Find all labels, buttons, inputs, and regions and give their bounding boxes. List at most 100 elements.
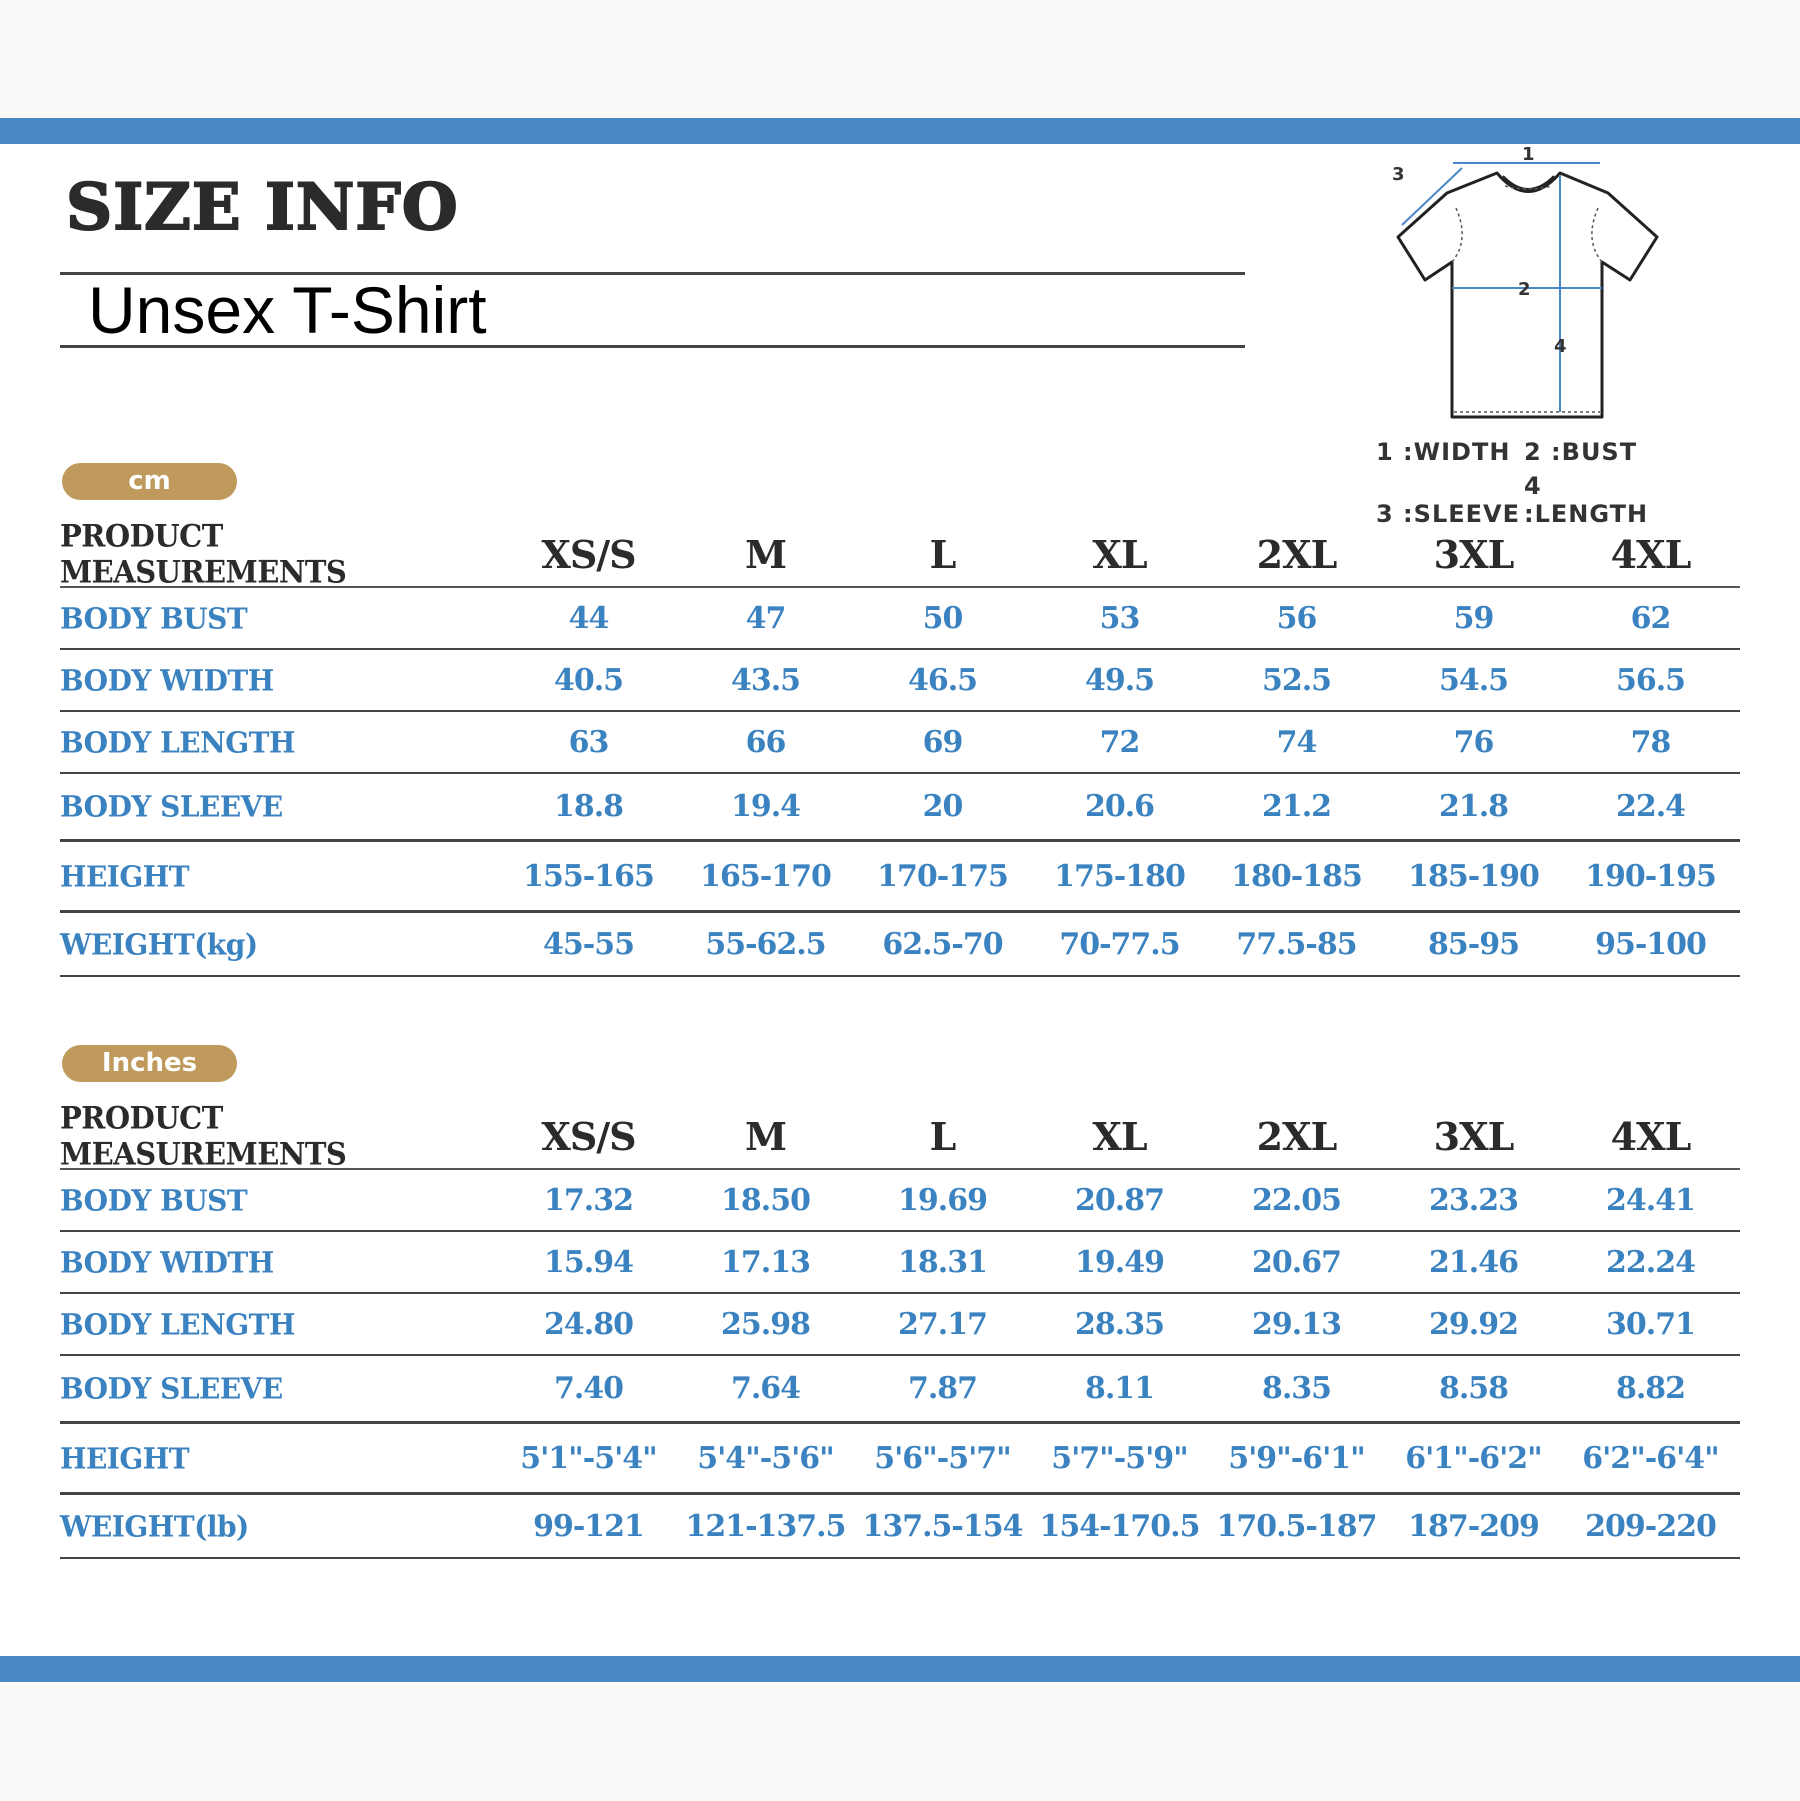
measurement-value: 5'4"-5'6" [697, 1440, 835, 1476]
measurement-value: 52.5 [1261, 662, 1332, 698]
measurement-value: 23.23 [1429, 1182, 1519, 1218]
measurement-value: 18.50 [721, 1182, 811, 1218]
measurement-value: 54.5 [1438, 662, 1509, 698]
measurement-value: 56.5 [1615, 662, 1686, 698]
measurement-value: 8.58 [1438, 1371, 1509, 1406]
diagram-marker-1: 1 [1522, 144, 1535, 165]
measurement-value: 70-77.5 [1059, 926, 1180, 962]
measurement-value: 69 [922, 724, 964, 760]
table-row: BODY LENGTH 63 66 69 72 74 76 78 [60, 712, 1740, 774]
measurement-value: 28.35 [1075, 1306, 1165, 1342]
measurement-value: 20.67 [1252, 1244, 1342, 1280]
measurement-value: 209-220 [1585, 1508, 1717, 1544]
column-header-size: 2XL [1256, 1113, 1338, 1159]
measurement-value: 6'2"-6'4" [1582, 1440, 1720, 1476]
measurement-value: 78 [1630, 724, 1672, 760]
measurement-value: 19.4 [730, 789, 801, 824]
column-header-size: 3XL [1433, 1113, 1515, 1159]
measurement-value: 62.5-70 [882, 926, 1003, 962]
column-header-size: XL [1092, 1113, 1147, 1159]
measurement-value: 55-62.5 [705, 926, 826, 962]
measurement-value: 18.31 [898, 1244, 988, 1280]
measurement-value: 18.8 [553, 789, 624, 824]
table-row: BODY SLEEVE 18.8 19.4 20 20.6 21.2 21.8 22.4 [60, 774, 1740, 842]
row-label: BODY LENGTH [60, 1306, 295, 1342]
measurement-value: 63 [568, 724, 610, 760]
measurement-value: 44 [568, 600, 610, 636]
row-label: BODY BUST [60, 1182, 248, 1218]
measurement-value: 20.87 [1075, 1182, 1165, 1218]
column-header-size: XL [1092, 531, 1147, 577]
top-band [0, 0, 1800, 118]
measurement-value: 7.40 [553, 1371, 624, 1406]
column-header-size: 3XL [1433, 531, 1515, 577]
column-header-size: 2XL [1256, 531, 1338, 577]
measurement-value: 53 [1099, 600, 1141, 636]
measurement-value: 7.87 [907, 1371, 978, 1406]
measurement-value: 187-209 [1408, 1508, 1540, 1544]
legend-length: 4 :LENGTH [1524, 472, 1649, 528]
measurement-value: 8.11 [1084, 1371, 1155, 1406]
measurement-value: 99-121 [533, 1508, 645, 1544]
measurement-value: 17.32 [544, 1182, 634, 1218]
measurement-value: 21.46 [1429, 1244, 1519, 1280]
measurement-value: 77.5-85 [1236, 926, 1357, 962]
column-header-size: M [744, 531, 787, 577]
row-label: HEIGHT [60, 1440, 190, 1476]
table-row: BODY WIDTH 40.5 43.5 46.5 49.5 52.5 54.5 56.5 [60, 650, 1740, 712]
row-label: BODY LENGTH [60, 724, 295, 760]
measurement-value: 85-95 [1428, 926, 1520, 962]
table-row: BODY SLEEVE 7.40 7.64 7.87 8.11 8.35 8.58 8.82 [60, 1356, 1740, 1424]
bottom-accent-bar [0, 1656, 1800, 1682]
table-row: WEIGHT(kg) 45-55 55-62.5 62.5-70 70-77.5 77.5… [60, 913, 1740, 977]
column-header-size: XS/S [541, 531, 636, 577]
measurement-value: 24.80 [544, 1306, 634, 1342]
measurement-value: 6'1"-6'2" [1405, 1440, 1543, 1476]
row-label: BODY BUST [60, 600, 248, 636]
row-label: HEIGHT [60, 858, 190, 894]
measurement-value: 22.4 [1615, 789, 1686, 824]
measurement-value: 180-185 [1231, 858, 1363, 894]
measurement-value: 5'9"-6'1" [1228, 1440, 1366, 1476]
measurement-value: 25.98 [721, 1306, 811, 1342]
measurement-value: 29.92 [1429, 1306, 1519, 1342]
table-row: BODY WIDTH 15.94 17.13 18.31 19.49 20.67 21.46… [60, 1232, 1740, 1294]
measurement-value: 8.82 [1615, 1371, 1686, 1406]
divider [60, 345, 1245, 348]
measurement-value: 170.5-187 [1216, 1508, 1377, 1544]
table-row: BODY BUST 17.32 18.50 19.69 20.87 22.05 23.23 2… [60, 1170, 1740, 1232]
measurement-value: 50 [922, 600, 964, 636]
row-label: WEIGHT(kg) [60, 926, 258, 962]
measurement-value: 5'6"-5'7" [874, 1440, 1012, 1476]
measurement-value: 43.5 [730, 662, 801, 698]
measurement-value: 47 [745, 600, 787, 636]
divider [60, 272, 1245, 275]
measurement-value: 74 [1276, 724, 1318, 760]
page-title: SIZE INFO [65, 169, 459, 246]
table-header: PRODUCT MEASUREMENTS XS/S M L XL 2XL 3XL 4XL [60, 1100, 1740, 1172]
row-label: BODY SLEEVE [60, 789, 283, 824]
measurement-value: 19.69 [898, 1182, 988, 1218]
measurement-value: 27.17 [898, 1306, 988, 1342]
diagram-legend: 1 :WIDTH 2 :BUST [1376, 438, 1672, 466]
measurement-value: 190-195 [1585, 858, 1717, 894]
legend-sleeve: 3 :SLEEVE [1376, 500, 1520, 528]
top-accent-bar [0, 118, 1800, 144]
column-header-size: XS/S [541, 1113, 636, 1159]
measurement-value: 170-175 [877, 858, 1009, 894]
measurement-value: 45-55 [543, 926, 635, 962]
measurement-value: 49.5 [1084, 662, 1155, 698]
bottom-band [0, 1683, 1800, 1801]
row-label: BODY WIDTH [60, 662, 274, 698]
measurement-value: 24.41 [1606, 1182, 1696, 1218]
table-row: HEIGHT 155-165 165-170 170-175 175-180 180-18… [60, 842, 1740, 913]
measurement-value: 30.71 [1606, 1306, 1696, 1342]
measurement-value: 154-170.5 [1039, 1508, 1200, 1544]
measurement-value: 121-137.5 [685, 1508, 846, 1544]
measurement-value: 165-170 [700, 858, 832, 894]
table-header: PRODUCT MEASUREMENTS XS/S M L XL 2XL 3XL 4XL [60, 518, 1740, 590]
row-label: BODY SLEEVE [60, 1371, 283, 1406]
diagram-marker-2: 2 [1518, 279, 1531, 300]
size-table-inches: PRODUCT MEASUREMENTS XS/S M L XL 2XL 3XL 4XL BOD… [60, 1100, 1740, 1559]
diagram-marker-4: 4 [1554, 336, 1567, 357]
